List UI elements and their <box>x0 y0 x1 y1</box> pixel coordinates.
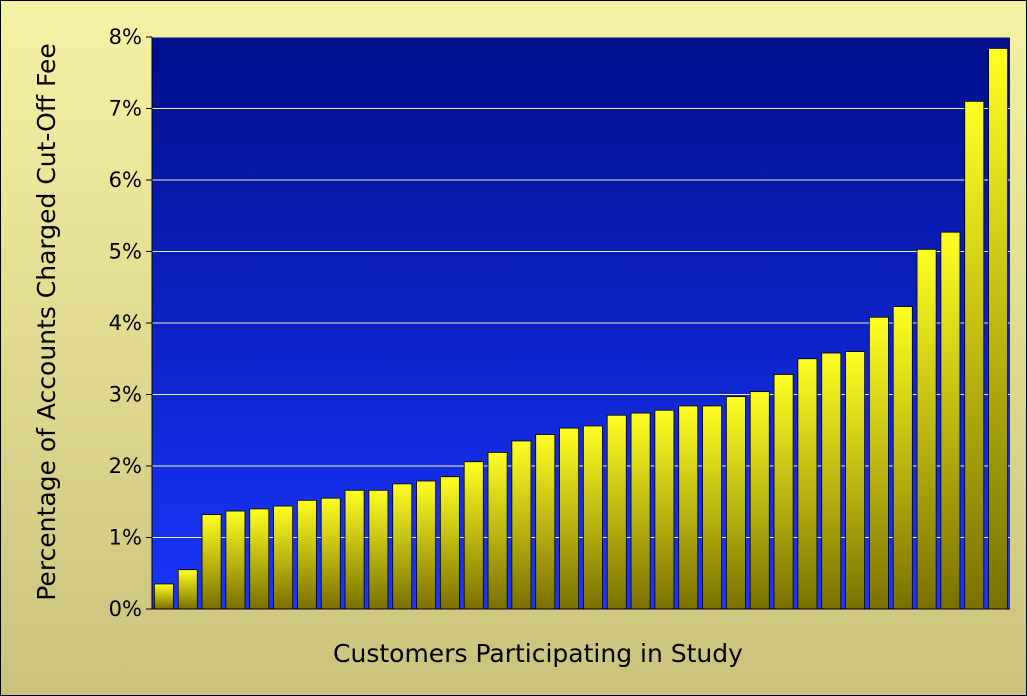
bar <box>416 480 437 610</box>
y-tick-label: 6% <box>109 168 142 192</box>
bar <box>654 409 675 610</box>
bar <box>940 231 961 610</box>
bar <box>678 405 699 610</box>
bar <box>296 499 317 610</box>
bar <box>630 412 651 610</box>
bar <box>773 374 794 610</box>
bar <box>392 483 413 610</box>
y-tick-label: 8% <box>109 25 142 49</box>
bar <box>988 48 1009 610</box>
bar <box>249 508 270 610</box>
bar <box>177 569 198 610</box>
bar <box>273 505 294 610</box>
bar <box>225 510 246 610</box>
bar <box>845 351 866 610</box>
bar <box>487 452 508 610</box>
bar <box>606 414 627 610</box>
bar <box>582 425 603 610</box>
y-tick-label: 1% <box>109 526 142 550</box>
y-tick-label: 7% <box>109 97 142 121</box>
bar <box>797 358 818 610</box>
bar <box>559 427 580 610</box>
bar <box>511 440 532 610</box>
y-tick-label: 0% <box>109 597 142 621</box>
bar <box>439 476 460 610</box>
bar <box>892 306 913 610</box>
y-tick-label: 5% <box>109 240 142 264</box>
bar <box>320 497 341 610</box>
bar <box>964 100 985 610</box>
bar <box>344 489 365 610</box>
gridlines <box>152 36 1010 538</box>
y-tick-label: 4% <box>109 311 142 335</box>
y-tick-label: 2% <box>109 454 142 478</box>
bar <box>535 434 556 610</box>
bar <box>153 583 174 610</box>
bar <box>725 396 746 610</box>
bar <box>916 248 937 610</box>
bar <box>821 352 842 610</box>
y-axis-title: Percentage of Accounts Charged Cut-Off F… <box>32 43 61 601</box>
bar <box>463 461 484 610</box>
bar <box>749 391 770 610</box>
y-tick-label: 3% <box>109 383 142 407</box>
y-axis: 0% 1% 2% 3% 4% 5% 6% 7% 8% <box>109 25 152 621</box>
x-axis-title: Customers Participating in Study <box>333 639 743 668</box>
bar <box>868 316 889 610</box>
bar <box>368 489 389 610</box>
bar <box>201 514 222 610</box>
bar <box>702 405 723 610</box>
